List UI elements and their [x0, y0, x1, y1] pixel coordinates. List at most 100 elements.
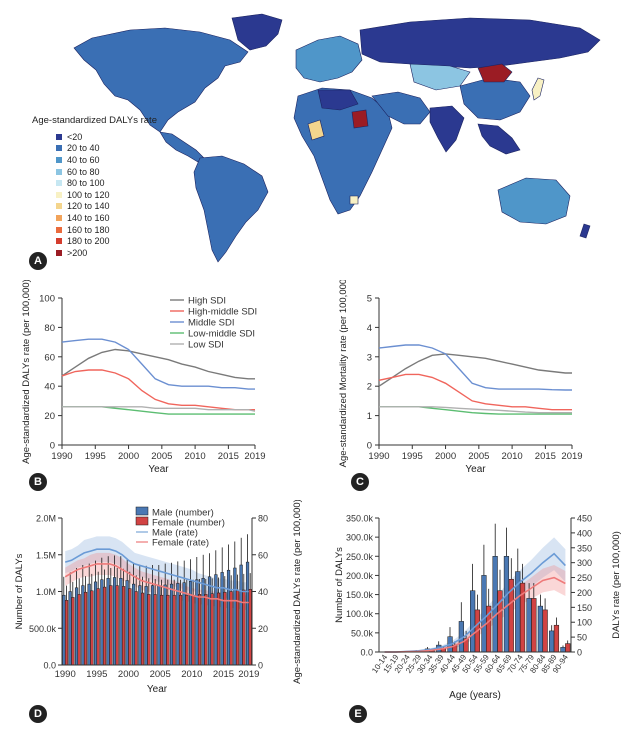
bar-male [221, 572, 224, 665]
map-legend-label: >200 [67, 248, 87, 258]
panel-label-e: E [349, 705, 367, 723]
y2-tick-label: 350 [577, 543, 592, 553]
map-legend-label: 160 to 180 [67, 225, 110, 235]
bar-male [246, 562, 249, 665]
x-axis-title: Year [147, 684, 168, 695]
map-legend-item: 160 to 180 [56, 224, 157, 236]
map-legend-item: 140 to 160 [56, 212, 157, 224]
x-axis-title: Age (years) [449, 690, 501, 701]
x-tick-label: 2010 [502, 451, 523, 462]
map-legend-swatch [56, 169, 62, 175]
series-line [62, 407, 255, 411]
x-axis-title: Year [148, 464, 169, 475]
y-tick-label: 2.0M [36, 514, 56, 524]
y-axis-title: Age-standardized Mortality rate (per 100… [338, 280, 349, 467]
map-region-south-america [194, 156, 268, 262]
x-tick-label: 2015 [535, 451, 556, 462]
y-tick-label: 0 [50, 441, 55, 452]
legend-label: High-middle SDI [188, 307, 257, 318]
map-region-southeast-asia [478, 124, 520, 154]
x-tick-label: 2010 [185, 451, 206, 462]
x-tick-label: 2015 [213, 669, 234, 680]
y2-tick-label: 200 [577, 588, 592, 598]
series-line [379, 354, 572, 386]
y-tick-label: 100 [39, 294, 55, 305]
y-tick-label: 1.5M [36, 550, 56, 560]
map-legend-swatch [56, 238, 62, 244]
bar-male [88, 584, 91, 665]
y2-tick-label: 300 [577, 558, 592, 568]
y-axis-title: Number of DALYs [334, 547, 345, 623]
bar-male [202, 578, 205, 665]
x-tick-label: 2010 [181, 669, 202, 680]
x-tick-label: 1995 [86, 669, 107, 680]
map-region-russia [360, 18, 600, 68]
y-tick-label: 1 [367, 411, 372, 422]
bar-female [554, 625, 559, 652]
bar-female [186, 595, 189, 665]
bar-male [482, 575, 487, 652]
x-tick-label: 1995 [402, 451, 423, 462]
y-tick-label: 80 [44, 323, 55, 334]
bar-female [224, 592, 227, 665]
legend-label: Middle SDI [188, 318, 234, 329]
map-region-central-america [160, 132, 204, 162]
map-legend-item: 100 to 120 [56, 189, 157, 201]
bar-female [243, 590, 246, 665]
x-tick-label: 2019 [238, 669, 259, 680]
y-tick-label: 0 [367, 441, 372, 452]
y-tick-label: 3 [367, 352, 372, 363]
legend-swatch [136, 507, 148, 515]
bar-female [217, 593, 220, 665]
bar-female [249, 589, 252, 665]
bar-male [120, 578, 123, 665]
map-legend-item: 80 to 100 [56, 177, 157, 189]
map-legend-swatch [56, 203, 62, 209]
map-legend-label: 100 to 120 [67, 190, 110, 200]
bar-female [148, 594, 151, 665]
bar-female [179, 595, 182, 665]
x-tick-label: 1990 [55, 669, 76, 680]
map-legend-swatch [56, 192, 62, 198]
map-legend-title: Age-standardized DALYs rate [32, 115, 157, 126]
y2-tick-label: 250 [577, 573, 592, 583]
bar-male [101, 580, 104, 665]
map-legend-swatch [56, 134, 62, 140]
bar-female [65, 600, 68, 665]
bar-male [158, 586, 161, 665]
map-legend-label: 80 to 100 [67, 178, 105, 188]
map-legend-label: 20 to 40 [67, 143, 100, 153]
y-tick-label: 350.0k [346, 514, 374, 524]
map-legend-label: 140 to 160 [67, 213, 110, 223]
map-region-new-zealand [580, 224, 590, 238]
map-legend-swatch [56, 227, 62, 233]
map-region-egypt [352, 110, 368, 128]
map-region-india [430, 106, 464, 152]
map-legend-item: <20 [56, 131, 157, 143]
bar-male [240, 565, 243, 665]
y-axis-title: Number of DALYs [14, 553, 25, 629]
bar-female [103, 587, 106, 665]
bar-male [470, 591, 475, 652]
map-legend-item: 40 to 60 [56, 154, 157, 166]
bar-female [141, 593, 144, 665]
x-tick-label: 2000 [435, 451, 456, 462]
y-tick-label: 200.0k [346, 571, 374, 581]
bar-female [173, 595, 176, 665]
legend-label: Low SDI [188, 340, 224, 351]
bar-male [234, 568, 237, 665]
y-tick-label: 4 [367, 323, 372, 334]
bar-female [205, 594, 208, 665]
y2-tick-label: 100 [577, 618, 592, 628]
map-region-japan [532, 78, 544, 100]
bar-female [84, 592, 87, 665]
map-legend-swatch [56, 180, 62, 186]
y-tick-label: 2 [367, 382, 372, 393]
bar-female [78, 594, 81, 665]
panel-label-b: B [29, 473, 47, 491]
map-legend-item: 180 to 200 [56, 235, 157, 247]
y-tick-label: 20 [44, 411, 55, 422]
